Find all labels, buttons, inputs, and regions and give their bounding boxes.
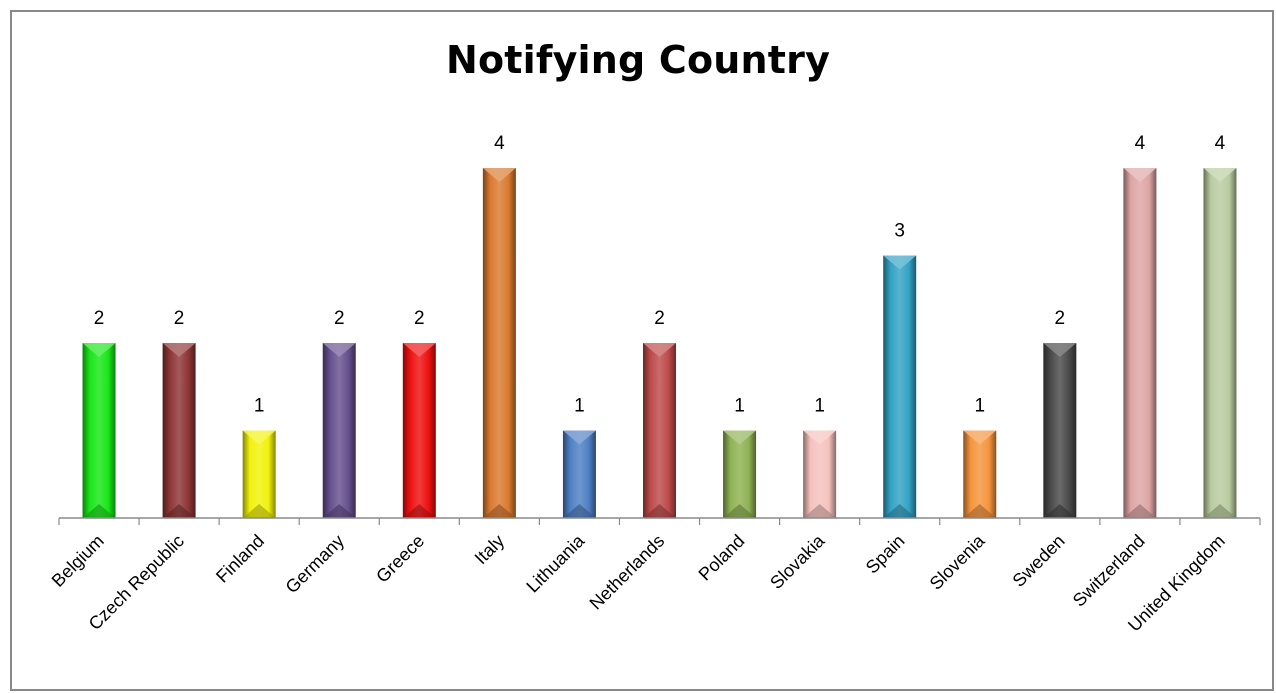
x-tick-label: Italy	[471, 531, 508, 568]
bar-bottom-bevel	[723, 504, 757, 518]
bar-top-bevel	[162, 343, 196, 357]
bar	[803, 430, 837, 518]
bar-belgium	[82, 343, 116, 518]
data-label: 2	[174, 308, 185, 329]
bar-poland	[723, 430, 757, 518]
bar-bottom-bevel	[1203, 504, 1237, 518]
bar	[1123, 168, 1157, 518]
data-label: 4	[494, 133, 505, 154]
x-tick-label: Greece	[372, 531, 428, 587]
bar-top-bevel	[1123, 168, 1157, 182]
bar-bottom-bevel	[883, 504, 917, 518]
bar-bottom-bevel	[562, 504, 596, 518]
data-label: 2	[1055, 308, 1066, 329]
data-label: 1	[974, 396, 985, 417]
bar-top-bevel	[482, 168, 516, 182]
bar-top-bevel	[1043, 343, 1077, 357]
bar-bottom-bevel	[482, 504, 516, 518]
bar-slovakia	[803, 430, 837, 518]
bar-bottom-bevel	[643, 504, 676, 518]
bar-lithuania	[562, 430, 596, 518]
bar-finland	[242, 430, 276, 518]
x-tick-label: Netherlands	[586, 531, 669, 614]
x-tick-label: Switzerland	[1069, 531, 1149, 611]
bar-greece	[402, 343, 436, 518]
bar	[402, 343, 436, 518]
data-label: 4	[1215, 133, 1226, 154]
bar	[643, 343, 676, 518]
x-tick-label: Lithuania	[522, 530, 589, 597]
bar-germany	[322, 343, 356, 518]
bar-top-bevel	[803, 430, 837, 445]
bar-bottom-bevel	[82, 504, 116, 518]
bar-top-bevel	[562, 430, 596, 445]
data-label: 2	[654, 308, 665, 329]
data-label: 1	[814, 396, 825, 417]
data-label: 2	[414, 308, 425, 329]
data-labels-layer: 2 2 1 2 2 4 1 2 1 1 3 1 2 4 4	[94, 133, 1226, 417]
x-tick-label: Finland	[212, 531, 268, 587]
x-tick-label: Slovenia	[926, 530, 990, 594]
bar-slovenia	[963, 430, 997, 518]
data-label: 1	[734, 396, 745, 417]
x-tick-label: Belgium	[48, 531, 108, 591]
bar-bottom-bevel	[322, 504, 356, 518]
data-label: 2	[334, 308, 345, 329]
bar-top-bevel	[723, 430, 757, 445]
x-tick-label: Spain	[862, 531, 909, 578]
bar	[242, 430, 276, 518]
data-label: 2	[94, 308, 105, 329]
x-tick-label: Germany	[282, 531, 348, 597]
bar-italy	[482, 168, 516, 518]
bars-layer	[82, 168, 1237, 518]
x-tick-label: Poland	[695, 531, 749, 585]
bar	[562, 430, 596, 518]
bar-netherlands	[643, 343, 676, 518]
bar-top-bevel	[402, 343, 436, 357]
bar-bottom-bevel	[402, 504, 436, 518]
bar	[162, 343, 196, 518]
x-axis	[58, 517, 1261, 525]
bar-switzerland	[1123, 168, 1157, 518]
bar-czech-republic	[162, 343, 196, 518]
x-tick-label: Slovakia	[766, 530, 829, 593]
bar	[1203, 168, 1237, 518]
bar	[1043, 343, 1077, 518]
bar	[322, 343, 356, 518]
bar-top-bevel	[883, 255, 917, 270]
bar-top-bevel	[963, 430, 997, 445]
data-label: 1	[574, 396, 585, 417]
bar-top-bevel	[1203, 168, 1237, 182]
data-label: 3	[894, 221, 905, 242]
bar-spain	[883, 255, 917, 518]
bar	[963, 430, 997, 518]
x-tick-label: Sweden	[1009, 531, 1069, 591]
bar	[883, 255, 917, 518]
bar-bottom-bevel	[1043, 504, 1077, 518]
bar-bottom-bevel	[963, 504, 997, 518]
bar-top-bevel	[82, 343, 116, 357]
bar-bottom-bevel	[242, 504, 276, 518]
bar-united-kingdom	[1203, 168, 1237, 518]
bar	[482, 168, 516, 518]
bar-top-bevel	[643, 343, 676, 357]
bar	[82, 343, 116, 518]
bar-bottom-bevel	[1123, 504, 1157, 518]
chart-title: Notifying Country	[445, 38, 831, 82]
data-label: 1	[254, 396, 265, 417]
bar-bottom-bevel	[162, 504, 196, 518]
bar	[723, 430, 757, 518]
bar-top-bevel	[242, 430, 276, 445]
bar-top-bevel	[322, 343, 356, 357]
data-label: 4	[1135, 133, 1146, 154]
bar-bottom-bevel	[803, 504, 837, 518]
bar-sweden	[1043, 343, 1077, 518]
